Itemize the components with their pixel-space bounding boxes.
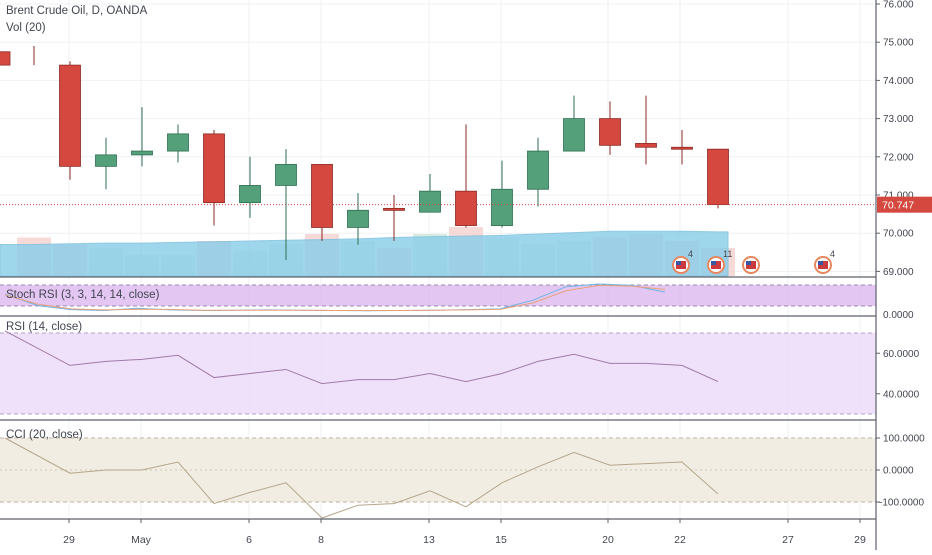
candle-body: [491, 188, 513, 226]
cci-line: [4, 437, 719, 519]
stoch-d-line: [4, 284, 666, 311]
flag-event-count: 4: [830, 249, 835, 259]
price-tick-label: 70.000: [883, 229, 914, 240]
stoch-tick-label: 0.0000: [883, 310, 914, 321]
time-tick-label: 20: [602, 534, 614, 546]
candle-body: [0, 51, 11, 66]
candle-body: [707, 148, 729, 205]
candle-body: [671, 146, 693, 150]
candle-body: [635, 143, 657, 148]
time-tick-label: 22: [674, 534, 686, 546]
candle-body: [59, 64, 81, 167]
flag-icon-canton: [676, 261, 681, 265]
rsi-tick-label: 60.0000: [883, 349, 920, 360]
price-tick-label: 74.000: [883, 76, 914, 87]
candle-body: [347, 209, 369, 228]
cci-title: CCI (20, close): [6, 429, 83, 441]
rsi-title: RSI (14, close): [6, 321, 82, 333]
time-tick-label: 29: [854, 534, 866, 546]
candle-body: [527, 150, 549, 190]
rsi-tick-label: 40.0000: [883, 389, 920, 400]
candle-body: [419, 190, 441, 213]
candle-body: [203, 133, 225, 204]
flag-icon-canton: [746, 261, 751, 265]
cci-tick-label: 100.0000: [883, 434, 925, 445]
flag-icon-canton: [711, 261, 716, 265]
candle-body: [383, 207, 405, 211]
candle-body: [563, 118, 585, 152]
volume-ma-area: [0, 230, 729, 277]
last-price-label: 70.747: [882, 200, 914, 212]
time-tick-label: 27: [782, 534, 794, 546]
volume-label: Vol (20): [6, 22, 46, 34]
candle-body: [311, 164, 333, 228]
flag-event-count: 4: [688, 249, 693, 259]
price-tick-label: 76.000: [883, 0, 914, 11]
time-tick-label: 15: [495, 534, 507, 546]
candle-body: [599, 118, 621, 146]
time-tick-label: 6: [246, 534, 252, 546]
candle-body: [239, 185, 261, 204]
price-tick-label: 71.000: [883, 191, 914, 202]
time-tick-label: 8: [318, 534, 324, 546]
stoch-rsi-title: Stoch RSI (3, 3, 14, 14, close): [6, 289, 160, 301]
candle-body: [455, 190, 477, 226]
price-tick-label: 69.000: [883, 267, 914, 278]
flag-icon-canton: [818, 261, 823, 265]
price-tick-label: 75.000: [883, 38, 914, 49]
price-tick-label: 73.000: [883, 114, 914, 125]
time-tick-label: 29: [63, 534, 75, 546]
price-axis-bg: [877, 0, 932, 550]
candle-body: [131, 150, 153, 156]
rsi-band: [0, 333, 876, 414]
chart-title: Brent Crude Oil, D, OANDA: [6, 5, 148, 17]
candle-body: [95, 154, 117, 167]
flag-event-count: 11: [723, 249, 732, 259]
cci-tick-label: 0.0000: [883, 466, 914, 477]
candle-body: [275, 164, 297, 186]
candle-body: [167, 133, 189, 152]
rsi-line: [4, 330, 719, 385]
price-tick-label: 72.000: [883, 152, 914, 163]
cci-tick-label: -100.0000: [879, 498, 924, 509]
last-price-badge: [877, 196, 932, 213]
time-tick-label: May: [131, 534, 152, 546]
time-tick-label: 13: [423, 534, 435, 546]
